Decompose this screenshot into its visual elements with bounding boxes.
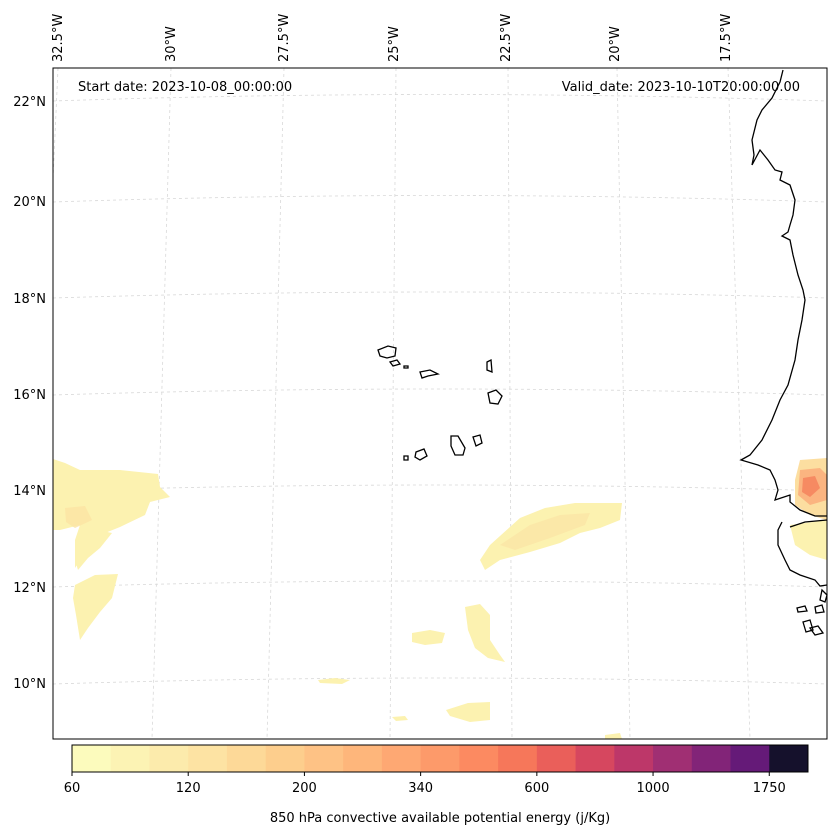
colorbar-swatch xyxy=(769,745,809,772)
island-brava xyxy=(403,455,409,461)
cape-region-central-core xyxy=(500,513,590,550)
gridline-lon-17.5 xyxy=(727,67,751,740)
colorbar-swatch xyxy=(691,745,732,772)
cape-region-south-5 xyxy=(392,716,408,721)
colorbar-swatch xyxy=(459,745,499,772)
bissagos-islands-3 xyxy=(808,625,825,636)
valid-date-text: Valid_date: 2023-10-10T20:00:00.00 xyxy=(562,80,800,95)
cape-region-west-core xyxy=(65,506,92,528)
gridlines xyxy=(52,67,828,740)
colorbar-swatch xyxy=(149,745,189,772)
colorbar-tick-label: 1750 xyxy=(753,781,786,796)
colorbar-swatch xyxy=(730,745,770,772)
colorbar-swatch xyxy=(614,745,654,772)
cape-region-west-2 xyxy=(75,530,112,570)
colorbar-swatch xyxy=(304,745,344,772)
colorbar-swatch xyxy=(536,745,577,772)
longitude-labels: 32.5°W 30°W 27.5°W 25°W 22.5°W 20°W 17.5°W xyxy=(51,14,734,62)
gridline-lat-18 xyxy=(52,291,828,299)
colorbar-tick-label: 340 xyxy=(408,781,433,796)
colorbar-swatch xyxy=(653,745,693,772)
lat-label: 20°N xyxy=(13,195,46,210)
lat-label: 12°N xyxy=(13,581,46,596)
lat-label: 16°N xyxy=(13,388,46,403)
colorbar-swatch xyxy=(72,745,112,772)
lon-label: 20°W xyxy=(608,26,623,62)
cape-region-south-1 xyxy=(465,604,505,662)
lat-label: 10°N xyxy=(13,677,46,692)
cape-region-east-2 xyxy=(790,520,827,560)
cape-region-south-2 xyxy=(412,630,445,645)
island-sao-vicente xyxy=(388,359,402,367)
cape-field xyxy=(53,458,827,739)
colorbar: 60 120 200 340 600 1000 1750 xyxy=(64,744,809,796)
coastlines xyxy=(377,69,828,636)
lon-label: 32.5°W xyxy=(51,14,66,62)
island-fogo xyxy=(414,448,428,461)
colorbar-swatch xyxy=(188,745,228,772)
gridline-lon-25 xyxy=(389,67,397,740)
island-boa-vista xyxy=(487,389,503,405)
cape-region-east-core xyxy=(802,476,820,497)
colorbar-swatch xyxy=(343,745,383,772)
lon-label: 30°W xyxy=(164,26,179,62)
gridline-lat-22 xyxy=(52,94,828,102)
lat-label: 14°N xyxy=(13,484,46,499)
guinea-bissau-coast xyxy=(777,521,828,587)
lat-label: 22°N xyxy=(13,95,46,110)
island-sao-nicolau xyxy=(419,369,440,379)
lon-label: 17.5°W xyxy=(719,14,734,62)
colorbar-swatch xyxy=(265,745,305,772)
cape-region-west-3 xyxy=(73,574,118,640)
gridline-lat-20 xyxy=(52,195,828,203)
colorbar-swatch xyxy=(420,745,460,772)
gridline-lon-27.5 xyxy=(266,67,285,740)
colorbar-tick-label: 1000 xyxy=(637,781,670,796)
cape-region-south-4 xyxy=(446,702,490,722)
lon-label: 27.5°W xyxy=(277,14,292,62)
gridline-lat-14 xyxy=(52,484,828,492)
island-maio xyxy=(472,434,483,447)
gridline-lon-30 xyxy=(151,67,172,740)
bissagos-islands-4 xyxy=(796,605,808,613)
bissagos-islands-1 xyxy=(814,604,825,614)
colorbar-label: 850 hPa convective available potential e… xyxy=(270,811,610,826)
colorbar-swatch xyxy=(498,745,538,772)
colorbar-swatch xyxy=(381,745,422,772)
lat-label: 18°N xyxy=(13,292,46,307)
island-santiago xyxy=(450,435,466,456)
island-santa-luzia xyxy=(403,365,409,369)
cape-region-south-6 xyxy=(605,733,622,739)
colorbar-frame xyxy=(71,744,809,773)
colorbar-swatch xyxy=(226,745,267,772)
gambia-river xyxy=(789,519,828,528)
african-coastline xyxy=(739,69,827,517)
gridline-lon-32.5 xyxy=(52,67,59,181)
gridline-lat-10 xyxy=(52,677,828,685)
lon-label: 25°W xyxy=(387,26,402,62)
gridline-lon-20 xyxy=(616,67,631,740)
start-date-text: Start date: 2023-10-08_00:00:00 xyxy=(78,80,292,95)
gridline-lat-16 xyxy=(52,388,828,396)
map-frame xyxy=(52,67,828,740)
colorbar-tick-label: 60 xyxy=(64,781,81,796)
latitude-labels: 22°N 20°N 18°N 16°N 14°N 12°N 10°N xyxy=(13,95,46,692)
colorbar-tick-label: 600 xyxy=(524,781,549,796)
bissagos-islands-2 xyxy=(802,619,814,633)
map-panel xyxy=(53,68,827,739)
cape-region-south-3 xyxy=(318,678,350,684)
coast-piece-south xyxy=(819,588,828,603)
lon-label: 22.5°W xyxy=(499,14,514,62)
island-santo-antao xyxy=(377,345,397,359)
colorbar-swatch xyxy=(110,745,150,772)
colorbar-swatch xyxy=(575,745,615,772)
colorbar-tick-label: 200 xyxy=(292,781,317,796)
gridline-lon-22.5 xyxy=(507,67,513,740)
gridline-lat-12 xyxy=(52,580,828,588)
colorbar-tick-label: 120 xyxy=(176,781,201,796)
island-sal xyxy=(486,358,493,373)
